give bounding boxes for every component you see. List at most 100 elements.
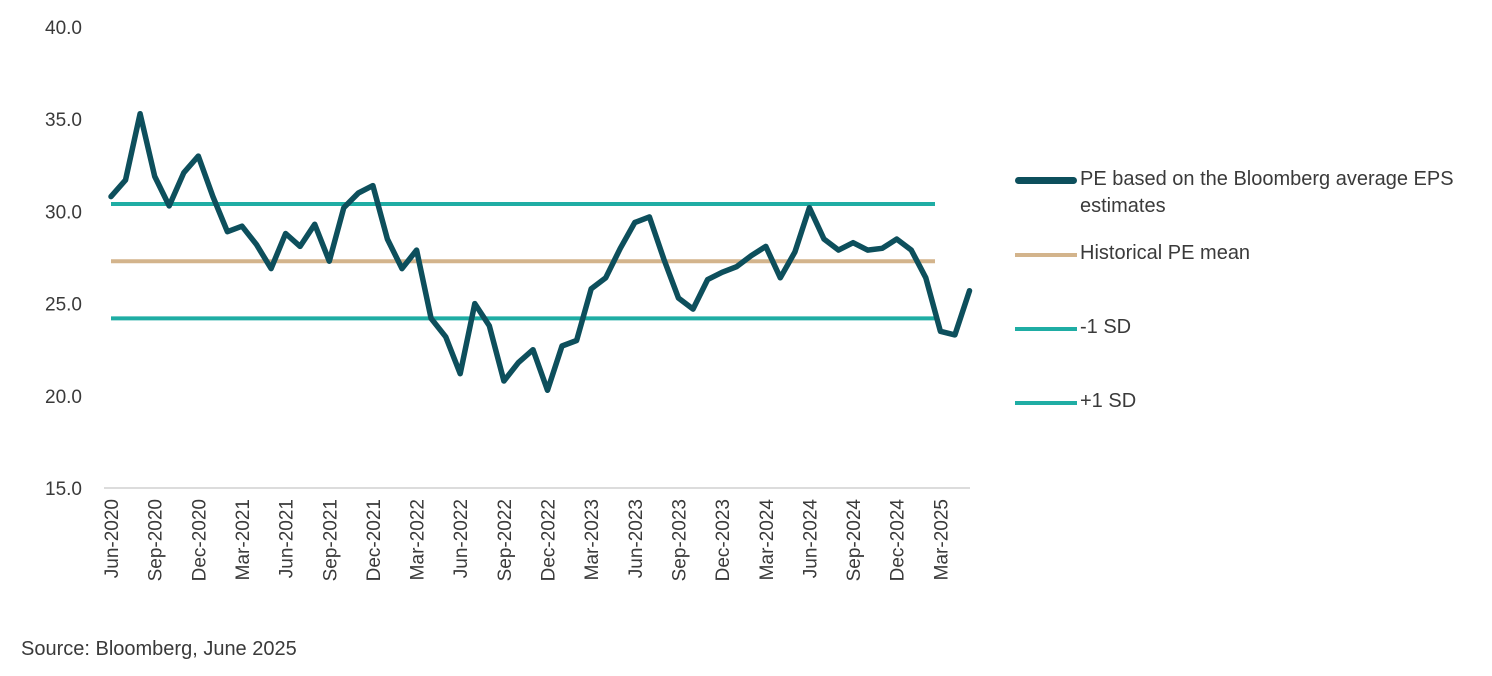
pe-point [546,388,549,392]
x-tick-label: Mar-2022 [408,499,429,580]
reference-lines [111,202,935,321]
y-tick-label: 30.0 [45,202,82,223]
pe-point [691,307,695,311]
pe-point [153,174,157,178]
pe-point [618,246,622,250]
legend-swatch-mean [1015,253,1077,257]
legend-label-pe: PE based on the Bloomberg average EPS es… [1080,168,1454,217]
pe-point [633,220,637,224]
pe-point [706,278,710,282]
y-tick-label: 25.0 [45,295,82,316]
x-tick-label: Jun-2021 [277,499,298,578]
pe-point [182,171,186,175]
pe-point [953,333,957,337]
pe-point [167,204,171,208]
pe-point [851,241,855,245]
x-tick-label: Dec-2024 [888,499,909,582]
x-tick-label: Sep-2024 [844,499,865,582]
pe-point [415,248,419,252]
x-tick-label: Dec-2022 [539,499,560,581]
x-tick-label: Mar-2021 [233,499,254,580]
y-tick-label: 20.0 [45,387,82,408]
pe-point [880,246,884,250]
pe-point [327,259,331,263]
pe-point [764,244,768,248]
pe-point [924,276,928,280]
pe-point [269,267,273,271]
x-tick-label: Mar-2025 [931,499,952,580]
y-tick-label: 15.0 [45,479,82,500]
pe-point [749,254,753,258]
pe-point [429,316,433,320]
x-tick-label: Jun-2024 [800,499,821,579]
x-tick-label: Dec-2021 [364,499,385,581]
pe-point [516,361,520,365]
pe-point [225,230,229,234]
x-axis: Jun-2020 Sep-2020 Dec-2020 Mar-2021 Jun-2021… [102,487,970,582]
pe-point [385,237,389,241]
pe-point [356,191,360,195]
legend-swatch-minus-sd [1015,327,1077,331]
source-note: Source: Bloomberg, June 2025 [21,638,297,660]
pe-point [589,287,593,291]
pe-point [604,276,608,280]
pe-point [109,195,113,199]
legend-item-mean: Historical PE mean [1015,240,1485,314]
pe-point [458,372,462,376]
pe-point [473,302,477,306]
y-tick-label: 35.0 [45,110,82,131]
pe-point [662,257,666,261]
pe-point [822,237,826,241]
pe-series [108,110,973,394]
pe-point [676,296,680,300]
pe-point [502,379,506,383]
pe-point [487,324,491,328]
legend-item-pe: PE based on the Bloomberg average EPS es… [1015,166,1485,240]
pe-point [196,154,200,158]
pe-point [124,178,128,182]
pe-point [138,112,142,116]
y-axis: 15.0 20.0 25.0 30.0 35.0 40.0 [45,18,82,500]
pe-point [371,184,375,188]
pe-point [895,237,899,241]
pe-point [240,224,244,228]
x-tick-label: Jun-2022 [451,499,472,578]
pe-point [284,232,288,236]
y-tick-label: 40.0 [45,18,82,39]
pe-point [793,250,797,254]
pe-point [342,206,346,210]
x-tick-label: Sep-2021 [320,499,341,581]
x-tick-label: Dec-2020 [189,499,210,581]
pe-point [400,267,404,271]
legend-label-mean: Historical PE mean [1080,242,1251,264]
pe-line [108,110,973,394]
pe-point [967,289,971,293]
pe-point [866,248,870,252]
pe-point [807,206,811,210]
legend-swatch-pe [1015,177,1077,184]
pe-point [938,329,942,333]
pe-point [255,243,258,247]
x-tick-label: Sep-2022 [495,499,516,581]
legend-item-minus-sd: -1 SD [1015,314,1485,388]
pe-point [313,222,317,226]
pe-point [531,348,535,352]
legend-item-plus-sd: +1 SD [1015,388,1485,462]
pe-point [444,335,448,339]
legend: PE based on the Bloomberg average EPS es… [1015,166,1485,462]
pe-point [575,338,579,342]
pe-point [720,270,724,274]
x-tick-label: Sep-2023 [669,499,690,581]
x-tick-label: Mar-2023 [582,499,603,580]
x-tick-label: Sep-2020 [146,499,167,581]
pe-point [298,244,302,248]
x-tick-label: Mar-2024 [757,499,778,581]
pe-point [647,215,651,219]
pe-point [211,195,215,199]
legend-label-minus-sd: -1 SD [1080,316,1132,338]
legend-label-plus-sd: +1 SD [1080,390,1137,412]
pe-point [778,276,782,280]
pe-point [909,248,913,252]
legend-swatch-plus-sd [1015,401,1077,405]
